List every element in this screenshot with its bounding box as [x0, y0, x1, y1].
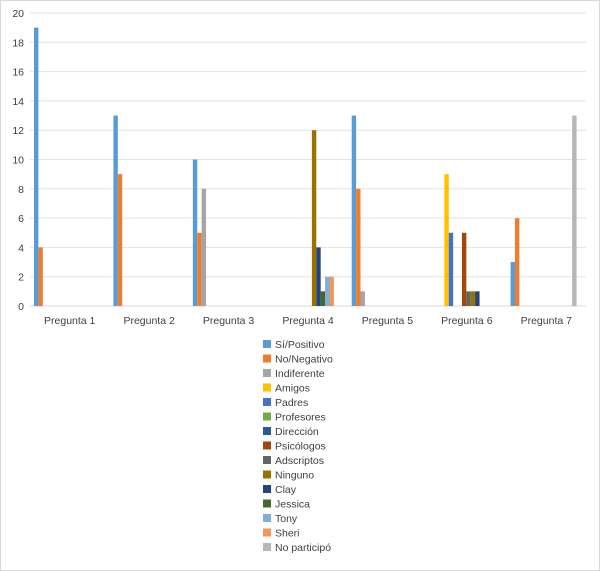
bar-3-3	[201, 188, 207, 306]
bar-2-1	[38, 247, 43, 306]
axes: 0 2 4 6 8 10 12 14 16 18 20 Pregunta 1 Pregunta 2 Pre…	[12, 8, 572, 327]
y-tick-label: 8	[18, 184, 24, 196]
legend-label: Sí/Positivo	[275, 339, 325, 351]
x-tick-label: Pregunta 1	[44, 315, 96, 327]
legend-label: Jessica	[275, 499, 310, 511]
legend-swatch	[263, 456, 271, 464]
bar-2-3	[197, 232, 202, 306]
bar-1-7	[510, 262, 515, 306]
x-tick-label: Pregunta 3	[203, 315, 255, 327]
legend-label: Indiferente	[275, 368, 325, 380]
legend-label: Ninguno	[275, 470, 314, 482]
bar-8-6	[461, 232, 467, 306]
y-tick-label: 20	[12, 8, 24, 20]
bar-1-3	[192, 159, 198, 306]
x-tick-label: Pregunta 4	[282, 315, 334, 327]
x-tick-label: Pregunta 7	[521, 315, 573, 327]
legend-swatch	[263, 528, 271, 537]
legend: Sí/Positivo No/Negativo Indiferente Amigos P…	[263, 339, 333, 554]
y-tick-label: 18	[12, 37, 24, 49]
bar-2-2	[117, 174, 123, 306]
legend-label: Amigos	[275, 383, 310, 395]
bar-2-7	[514, 218, 520, 306]
y-tick-label: 14	[12, 96, 24, 108]
x-tick-label: Pregunta 2	[123, 315, 175, 327]
bars	[34, 27, 577, 307]
legend-swatch	[263, 543, 271, 551]
x-tick-label: Pregunta 6	[441, 315, 493, 327]
bar-11-6	[475, 291, 480, 306]
bar-1-1	[34, 27, 39, 307]
y-tick-label: 10	[12, 155, 24, 167]
legend-swatch	[263, 412, 271, 421]
legend-label: Psicólogos	[275, 441, 326, 453]
bar-14-4	[329, 276, 334, 306]
legend-label: No/Negativo	[275, 354, 333, 366]
y-tick-label: 6	[18, 213, 24, 225]
bar-3-5	[360, 291, 365, 306]
bar-2-5	[356, 188, 361, 306]
legend-label: Dirección	[275, 426, 319, 438]
gridlines	[30, 12, 586, 307]
legend-swatch	[263, 441, 271, 450]
bar-12-4	[320, 291, 326, 306]
y-tick-label: 0	[18, 301, 24, 313]
bar-11-4	[316, 247, 321, 306]
legend-swatch	[263, 383, 271, 392]
legend-swatch	[263, 470, 271, 479]
y-tick-label: 2	[18, 272, 24, 284]
y-tick-label: 4	[18, 242, 24, 254]
legend-swatch	[263, 354, 271, 363]
legend-swatch	[263, 499, 271, 508]
legend-label: No participó	[275, 542, 331, 554]
legend-swatch	[263, 485, 271, 493]
legend-label: Padres	[275, 397, 308, 409]
legend-swatch	[263, 427, 271, 435]
legend-swatch	[263, 514, 271, 522]
bar-1-5	[351, 115, 357, 306]
legend-swatch	[263, 398, 271, 406]
legend-label: Sheri	[275, 528, 300, 540]
bar-13-4	[325, 276, 330, 306]
bar-4-6	[444, 174, 449, 306]
bar-10-4	[311, 130, 317, 306]
legend-label: Adscriptos	[275, 455, 324, 467]
legend-label: Tony	[275, 513, 298, 525]
x-tick-label: Pregunta 5	[362, 315, 414, 327]
y-tick-label: 12	[12, 125, 24, 137]
y-tick-label: 16	[12, 67, 24, 79]
legend-label: Profesores	[275, 412, 326, 424]
legend-swatch	[263, 369, 271, 377]
legend-label: Clay	[275, 484, 297, 496]
bar-1-2	[113, 115, 118, 306]
bar-9-6	[466, 291, 471, 306]
legend-swatch	[263, 340, 271, 348]
bar-10-6	[470, 291, 476, 306]
bar-5-6	[448, 232, 454, 306]
bar-15-7	[572, 115, 577, 306]
